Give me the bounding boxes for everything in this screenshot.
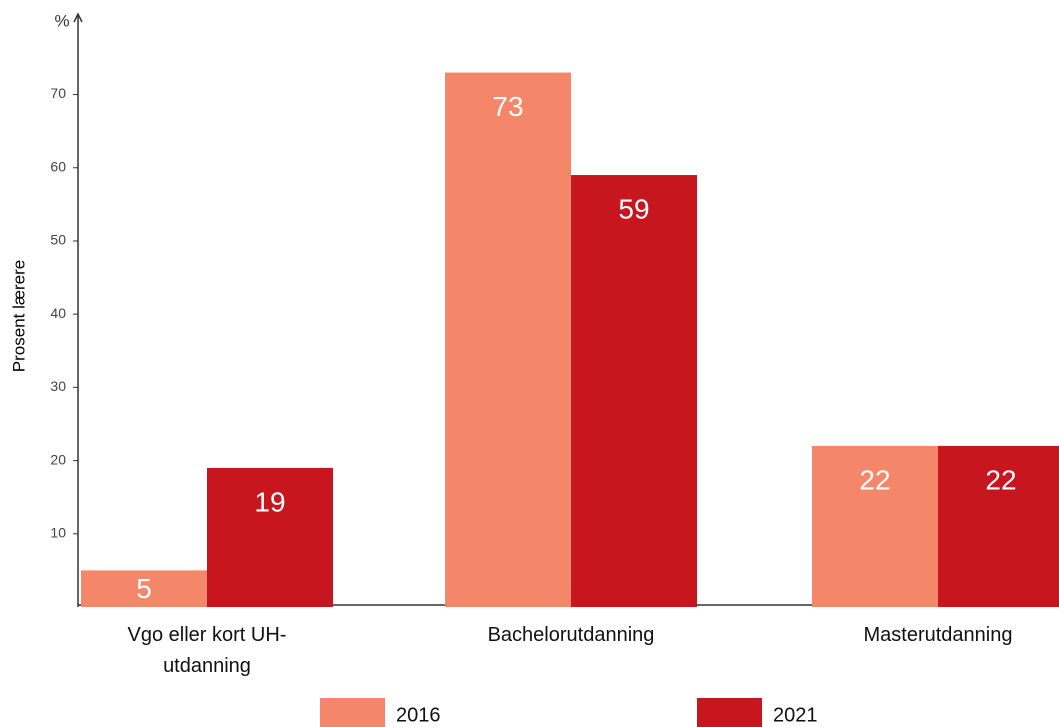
bar-value-label: 73 bbox=[492, 91, 523, 122]
x-tick-label: Masterutdanning bbox=[863, 624, 1013, 646]
bar-value-label: 59 bbox=[618, 193, 649, 224]
bar-value-label: 22 bbox=[859, 464, 890, 495]
y-tick-label: 20 bbox=[50, 451, 66, 467]
x-tick-label: Bachelorutdanning bbox=[487, 624, 655, 646]
bar-value-label: 5 bbox=[136, 573, 152, 604]
bar bbox=[207, 467, 333, 607]
bar bbox=[571, 175, 697, 608]
bar-value-label: 22 bbox=[985, 464, 1016, 495]
y-tick-label: 50 bbox=[50, 232, 66, 248]
legend-swatch bbox=[697, 698, 762, 727]
y-tick-label: 60 bbox=[50, 158, 66, 174]
y-axis-label: Prosent lærere bbox=[9, 260, 28, 372]
y-axis-arrow bbox=[73, 12, 83, 23]
x-tick-label: Vgo eller kort UH-utdanning bbox=[127, 624, 287, 677]
legend-swatch bbox=[320, 698, 385, 727]
legend-label: 2021 bbox=[773, 704, 818, 726]
y-tick-label: 70 bbox=[50, 85, 66, 101]
bar bbox=[938, 445, 1059, 607]
bar bbox=[812, 445, 938, 607]
y-tick-label: 40 bbox=[50, 305, 66, 321]
y-tick-label: 10 bbox=[50, 524, 66, 540]
legend-label: 2016 bbox=[396, 704, 441, 726]
y-tick-label: 30 bbox=[50, 378, 66, 394]
y-unit: % bbox=[54, 11, 69, 30]
bar bbox=[81, 570, 207, 607]
bar bbox=[445, 72, 571, 608]
bar-value-label: 19 bbox=[254, 486, 285, 517]
